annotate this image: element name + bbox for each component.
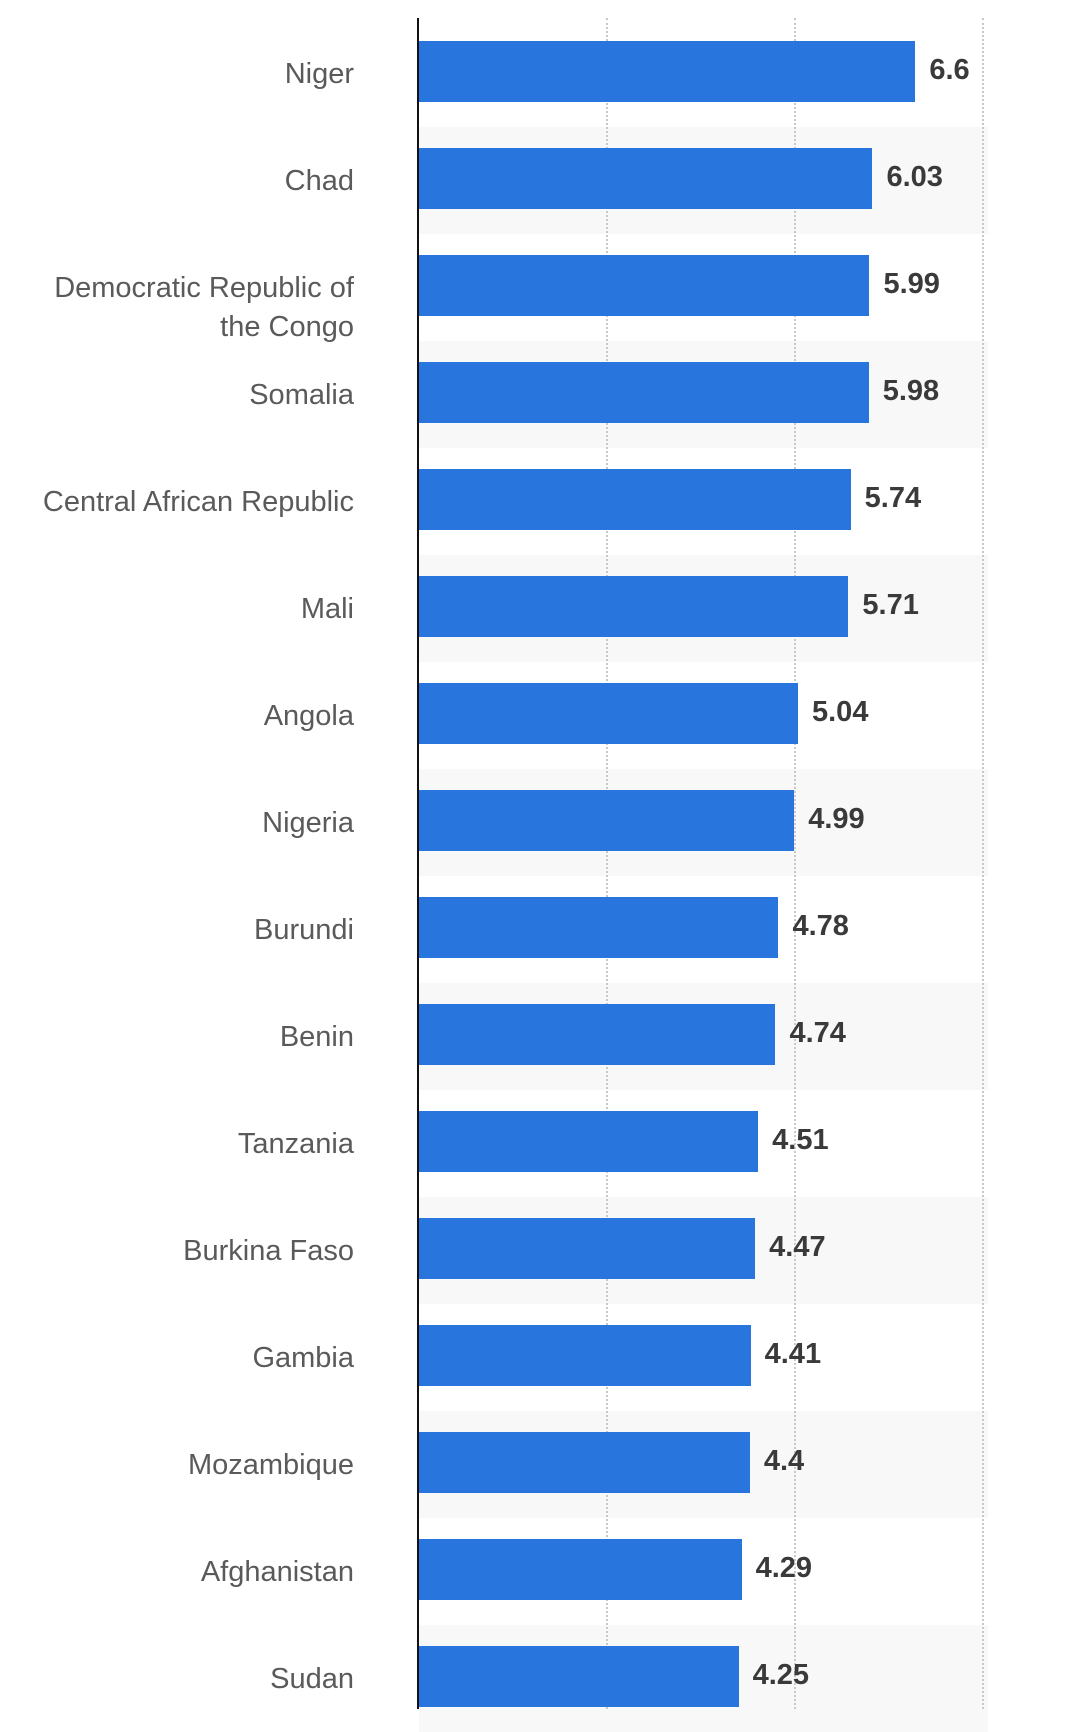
bar [419,1325,751,1386]
value-label: 5.98 [882,374,940,407]
category-label: Gambia [252,1341,354,1374]
bar [419,469,851,530]
gridline [794,18,796,1709]
category-label: Central African Republic [42,485,354,518]
value-label: 6.03 [886,160,943,193]
category-label: Burkina Faso [183,1234,354,1267]
gridline [606,18,608,1709]
bar [419,362,869,423]
value-label: 4.41 [764,1337,822,1370]
category-label: Tanzania [237,1127,354,1160]
gridline [982,18,984,1709]
bar [419,1539,742,1600]
value-label: 4.29 [755,1551,813,1584]
category-label: Sudan [270,1662,354,1695]
category-label: Mali [300,592,354,625]
value-label: 5.74 [864,481,922,514]
bar [419,897,779,958]
value-label: 5.04 [812,695,869,728]
value-label: 4.25 [752,1658,810,1691]
value-label: 6.6 [929,53,970,86]
value-label: 4.99 [808,802,865,835]
category-label: Nigeria [262,806,354,839]
value-label: 4.78 [792,909,849,942]
bar [419,1218,756,1279]
bar [419,1004,776,1065]
category-label: Angola [263,699,354,732]
value-label: 4.4 [763,1444,805,1477]
value-label: 4.47 [769,1230,826,1263]
bar [419,255,870,316]
category-label: Burundi [254,913,354,946]
bar [419,1111,759,1172]
bar [419,790,795,851]
bar [419,1646,739,1707]
category-label: Benin [279,1020,354,1053]
value-label: 4.51 [772,1123,829,1156]
category-label: Democratic Republic of the Congo [54,271,354,343]
category-label: Chad [284,164,354,197]
category-label: Afghanistan [200,1555,354,1588]
y-axis-line [417,18,419,1709]
category-label: Mozambique [187,1448,354,1481]
category-label: Somalia [249,378,354,411]
bar [419,1432,750,1493]
category-label: Niger [284,57,354,90]
value-label: 5.71 [862,588,919,621]
value-label: 4.74 [789,1016,846,1049]
bar [419,576,849,637]
bar [419,148,873,209]
value-label: 5.99 [883,267,940,300]
bar [419,41,916,102]
bar [419,683,798,744]
